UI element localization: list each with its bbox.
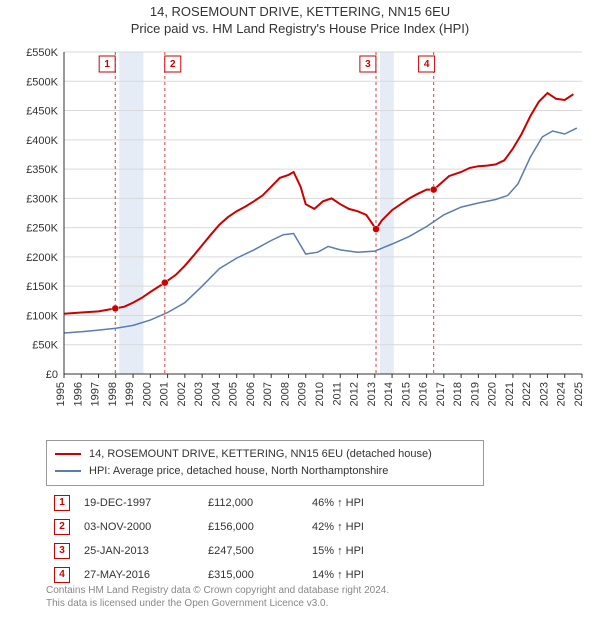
xtick-label: 2015 (400, 382, 412, 406)
events-table: 119-DEC-1997£112,00046% ↑ HPI203-NOV-200… (46, 490, 372, 588)
xtick-label: 2020 (487, 382, 499, 406)
ytick-label: £350K (26, 164, 58, 176)
xtick-label: 2013 (366, 382, 378, 406)
xtick-label: 2019 (469, 382, 481, 406)
ytick-label: £450K (26, 106, 58, 118)
ytick-label: £400K (26, 135, 58, 147)
xtick-label: 2017 (435, 382, 447, 406)
event-dot (161, 279, 168, 286)
title-line-2: Price paid vs. HM Land Registry's House … (0, 21, 600, 38)
xtick-label: 2016 (418, 382, 430, 406)
events-row: 119-DEC-1997£112,00046% ↑ HPI (48, 492, 370, 514)
footnote-line-1: Contains HM Land Registry data © Crown c… (46, 584, 389, 597)
xtick-label: 1998 (107, 382, 119, 406)
xtick-label: 2009 (297, 382, 309, 406)
xtick-label: 2012 (349, 382, 361, 406)
event-price: £315,000 (202, 564, 304, 586)
xtick-label: 2011 (331, 382, 343, 406)
xtick-label: 2000 (141, 382, 153, 406)
xtick-label: 2010 (314, 382, 326, 406)
event-marker: 1 (48, 492, 76, 514)
events-row: 427-MAY-2016£315,00014% ↑ HPI (48, 564, 370, 586)
footnote-line-2: This data is licensed under the Open Gov… (46, 597, 389, 610)
event-delta: 42% ↑ HPI (306, 516, 370, 538)
legend-row-red: 14, ROSEMOUNT DRIVE, KETTERING, NN15 6EU… (55, 446, 475, 463)
ytick-label: £100K (26, 310, 58, 322)
event-dot (112, 305, 119, 312)
xtick-label: 2025 (573, 382, 585, 406)
event-delta: 15% ↑ HPI (306, 540, 370, 562)
event-marker: 3 (48, 540, 76, 562)
title-line-1: 14, ROSEMOUNT DRIVE, KETTERING, NN15 6EU (0, 4, 600, 21)
event-band (380, 52, 394, 374)
event-date: 25-JAN-2013 (78, 540, 200, 562)
ytick-label: £0 (46, 369, 58, 381)
chart-event-marker-text: 1 (104, 59, 110, 70)
ytick-label: £150K (26, 281, 58, 293)
xtick-label: 2002 (176, 382, 188, 406)
chart-event-marker-text: 3 (365, 59, 371, 70)
chart-event-marker-text: 2 (170, 59, 176, 70)
xtick-label: 2024 (556, 382, 568, 406)
xtick-label: 2003 (193, 382, 205, 406)
events-row: 325-JAN-2013£247,50015% ↑ HPI (48, 540, 370, 562)
xtick-label: 2008 (279, 382, 291, 406)
event-price: £156,000 (202, 516, 304, 538)
xtick-label: 2021 (504, 382, 516, 406)
title-block: 14, ROSEMOUNT DRIVE, KETTERING, NN15 6EU… (0, 0, 600, 38)
ytick-label: £250K (26, 223, 58, 235)
legend-swatch-red (55, 453, 81, 455)
event-delta: 14% ↑ HPI (306, 564, 370, 586)
legend: 14, ROSEMOUNT DRIVE, KETTERING, NN15 6EU… (46, 440, 484, 486)
xtick-label: 2006 (245, 382, 257, 406)
legend-swatch-blue (55, 470, 81, 472)
xtick-label: 1995 (55, 382, 67, 406)
event-date: 27-MAY-2016 (78, 564, 200, 586)
event-dot (430, 186, 437, 193)
event-date: 19-DEC-1997 (78, 492, 200, 514)
footnote: Contains HM Land Registry data © Crown c… (46, 584, 389, 610)
xtick-label: 2004 (210, 382, 222, 406)
chart-event-marker-text: 4 (424, 59, 430, 70)
event-date: 03-NOV-2000 (78, 516, 200, 538)
event-marker: 4 (48, 564, 76, 586)
event-dot (373, 226, 380, 233)
xtick-label: 2007 (262, 382, 274, 406)
ytick-label: £200K (26, 252, 58, 264)
event-marker: 2 (48, 516, 76, 538)
xtick-label: 2018 (452, 382, 464, 406)
legend-label-blue: HPI: Average price, detached house, Nort… (89, 463, 388, 480)
ytick-label: £300K (26, 193, 58, 205)
legend-row-blue: HPI: Average price, detached house, Nort… (55, 463, 475, 480)
xtick-label: 2022 (521, 382, 533, 406)
legend-label-red: 14, ROSEMOUNT DRIVE, KETTERING, NN15 6EU… (89, 446, 432, 463)
xtick-label: 1999 (124, 382, 136, 406)
xtick-label: 2014 (383, 382, 395, 406)
event-price: £112,000 (202, 492, 304, 514)
ytick-label: £550K (26, 47, 58, 59)
xtick-label: 1996 (72, 382, 84, 406)
xtick-label: 1997 (90, 382, 102, 406)
event-delta: 46% ↑ HPI (306, 492, 370, 514)
chart: £0 £50K £100K £150K £200K £250K £300K £350K £400… (12, 44, 588, 434)
ytick-label: £500K (26, 76, 58, 88)
xtick-label: 2005 (228, 382, 240, 406)
xtick-label: 2023 (538, 382, 550, 406)
event-price: £247,500 (202, 540, 304, 562)
ytick-label: £50K (32, 340, 58, 352)
xtick-label: 2001 (159, 382, 171, 406)
events-row: 203-NOV-2000£156,00042% ↑ HPI (48, 516, 370, 538)
chart-svg: £0 £50K £100K £150K £200K £250K £300K £350K £400… (12, 44, 588, 434)
